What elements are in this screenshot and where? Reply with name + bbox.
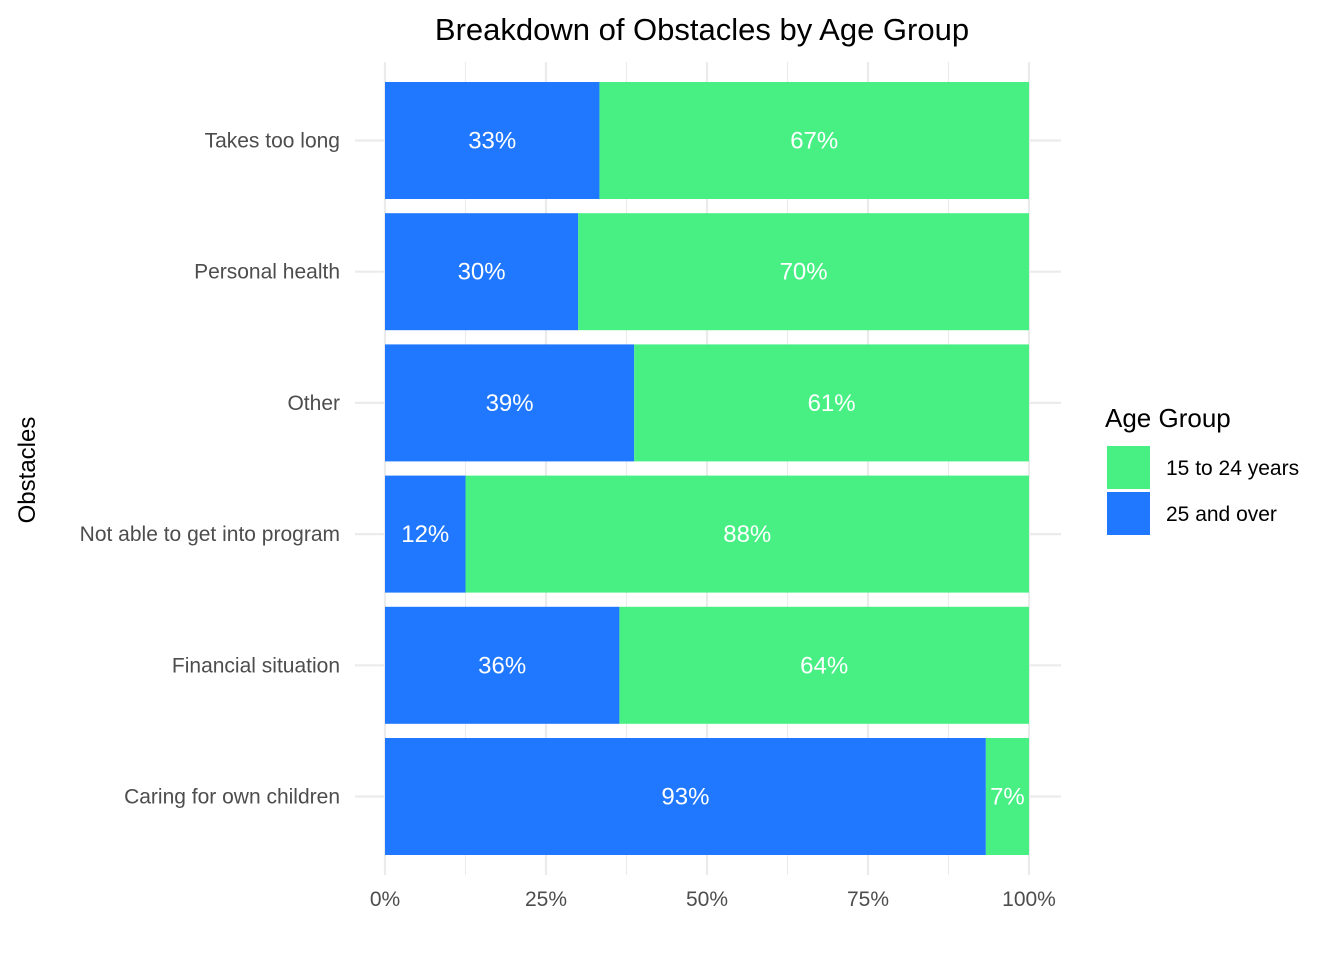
x-tick-label: 75% <box>847 888 889 911</box>
bar-value-label: 7% <box>990 784 1025 811</box>
y-tick-label: Caring for own children <box>124 786 340 809</box>
bar-segment-younger <box>465 475 1029 593</box>
bar-value-label: 67% <box>790 128 838 155</box>
axis-layer: 0% 25% 50% 75% 100% Takes too long Personal he… <box>80 130 1056 912</box>
bar-value-label: 88% <box>723 521 771 548</box>
y-tick-label: Not able to get into program <box>80 523 340 546</box>
y-tick-label: Takes too long <box>205 130 340 153</box>
chart-title: Breakdown of Obstacles by Age Group <box>435 12 969 47</box>
bar-segment-younger <box>599 82 1029 199</box>
bar-segment-older <box>385 344 635 462</box>
bar-value-label: 70% <box>780 259 828 286</box>
bar-segment-younger <box>619 606 1029 724</box>
x-tick-label: 0% <box>370 888 400 911</box>
bar-segment-older <box>385 738 986 855</box>
bar-value-label: 39% <box>486 390 534 417</box>
bar-segment-older <box>385 475 466 593</box>
bar-segment-older <box>385 213 579 331</box>
y-axis-title: Obstacles <box>14 417 41 524</box>
bar-value-label: 93% <box>661 784 709 811</box>
x-tick-label: 50% <box>686 888 728 911</box>
y-tick-label: Personal health <box>194 261 340 284</box>
legend-label: 15 to 24 years <box>1166 457 1299 480</box>
bar-labels-layer: 33% 67% 30% 70% 39% 61% 12% 88% 36% 64% 93% 7% <box>401 128 1025 811</box>
legend: Age Group 15 to 24 years 25 and over <box>1105 403 1299 535</box>
bar-segment-younger <box>578 213 1029 331</box>
legend-swatch <box>1107 492 1150 535</box>
bar-value-label: 61% <box>808 390 856 417</box>
bar-value-label: 64% <box>800 652 848 679</box>
bar-value-label: 36% <box>478 652 526 679</box>
bar-value-label: 30% <box>458 259 506 286</box>
bar-value-label: 33% <box>468 128 516 155</box>
legend-label: 25 and over <box>1166 503 1277 526</box>
bar-segment-younger <box>634 344 1029 462</box>
y-tick-label: Other <box>287 392 340 415</box>
legend-title: Age Group <box>1105 403 1231 433</box>
x-tick-label: 25% <box>525 888 567 911</box>
bar-segment-younger <box>985 738 1029 855</box>
y-tick-label: Financial situation <box>172 654 340 677</box>
bars-layer <box>385 82 1029 855</box>
bar-segment-older <box>385 82 600 199</box>
bar-segment-older <box>385 606 620 724</box>
x-tick-label: 100% <box>1002 888 1056 911</box>
bar-value-label: 12% <box>401 521 449 548</box>
legend-swatch <box>1107 446 1150 489</box>
